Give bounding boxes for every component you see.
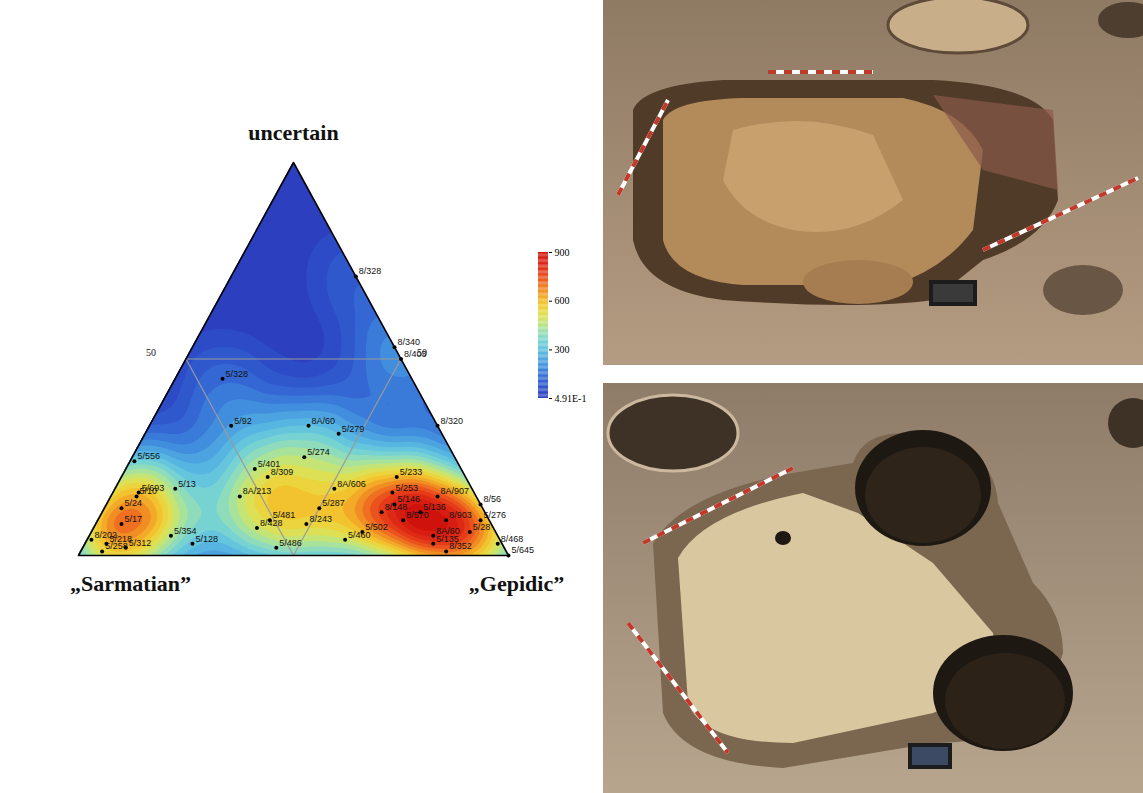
svg-text:8/56: 8/56: [484, 494, 502, 504]
svg-text:5/28: 5/28: [473, 522, 491, 532]
svg-text:5/287: 5/287: [322, 498, 345, 508]
svg-text:5/136: 5/136: [423, 502, 446, 512]
svg-text:5/486: 5/486: [279, 538, 302, 548]
svg-text:„Gepidic”: „Gepidic”: [469, 571, 564, 596]
svg-text:8A/60: 8A/60: [436, 525, 460, 536]
svg-text:300: 300: [555, 344, 570, 355]
svg-text:600: 600: [555, 295, 570, 306]
svg-text:5/274: 5/274: [307, 447, 330, 457]
svg-text:8/352: 8/352: [449, 541, 472, 551]
svg-text:8A/907: 8A/907: [441, 486, 470, 496]
svg-text:8/202: 8/202: [94, 529, 117, 540]
svg-text:5/276: 5/276: [484, 510, 507, 520]
svg-text:8/320: 8/320: [441, 416, 464, 426]
svg-text:50: 50: [417, 347, 427, 358]
svg-text:50: 50: [146, 347, 156, 358]
svg-text:5/354: 5/354: [174, 526, 197, 536]
svg-text:5/24: 5/24: [125, 498, 143, 508]
svg-text:5/481: 5/481: [272, 510, 296, 520]
svg-text:5/279: 5/279: [342, 424, 365, 434]
svg-text:5/233: 5/233: [400, 467, 423, 477]
svg-text:4.91E-1: 4.91E-1: [555, 393, 587, 404]
svg-text:8/328: 8/328: [359, 266, 382, 276]
svg-text:5/645: 5/645: [512, 545, 535, 555]
svg-text:8/403: 8/403: [404, 348, 427, 359]
svg-text:5/502: 5/502: [365, 521, 388, 532]
svg-text:5/128: 5/128: [195, 534, 218, 544]
svg-text:8/903: 8/903: [449, 510, 472, 520]
svg-text:5/13: 5/13: [178, 479, 196, 489]
svg-text:5/17: 5/17: [125, 514, 143, 524]
svg-text:8/570: 8/570: [406, 510, 429, 520]
svg-text:5/556: 5/556: [137, 451, 160, 461]
svg-text:8A/60: 8A/60: [312, 416, 336, 426]
svg-text:8/340: 8/340: [398, 337, 421, 347]
svg-text:5/146: 5/146: [397, 494, 421, 505]
svg-text:8/428: 8/428: [260, 518, 283, 528]
svg-text:8/243: 8/243: [309, 514, 332, 524]
svg-text:5/258: 5/258: [105, 541, 128, 551]
svg-text:900: 900: [555, 247, 570, 258]
svg-text:„Sarmatian”: „Sarmatian”: [70, 571, 191, 596]
svg-text:5/135: 5/135: [436, 533, 459, 544]
svg-text:5/253: 5/253: [395, 483, 418, 493]
svg-text:5/328: 5/328: [226, 369, 249, 379]
svg-text:5/312: 5/312: [129, 538, 152, 548]
svg-text:5/460: 5/460: [348, 530, 371, 540]
svg-text:5/10: 5/10: [140, 486, 158, 496]
svg-text:8A/606: 8A/606: [337, 479, 366, 489]
svg-text:5/401: 5/401: [257, 458, 281, 469]
svg-text:8A/213: 8A/213: [243, 486, 272, 496]
svg-text:5/92: 5/92: [234, 416, 252, 426]
svg-text:8/309: 8/309: [271, 467, 294, 477]
svg-text:uncertain: uncertain: [248, 120, 338, 145]
svg-text:8/468: 8/468: [501, 534, 524, 544]
svg-text:8/148: 8/148: [385, 502, 408, 512]
